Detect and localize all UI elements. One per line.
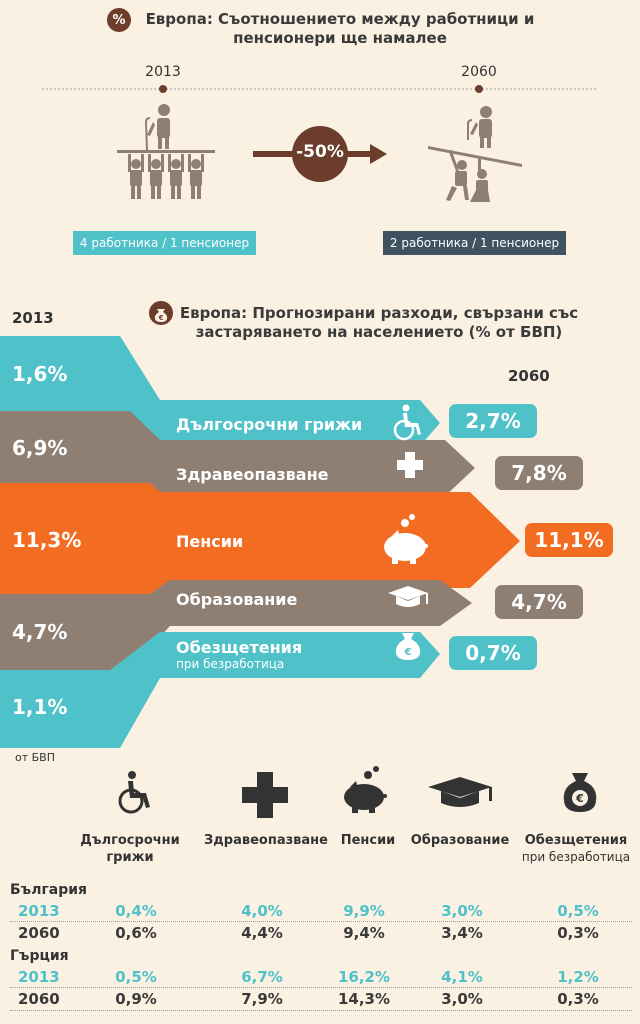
section2-title-line1: Европа: Прогнозирани разходи, свързани с… (179, 304, 579, 322)
category-icons-row: € (118, 766, 597, 818)
flow-label-healthcare: Здравеопазване (176, 465, 329, 484)
flow-sublabel-unemployment: при безработица (176, 657, 285, 671)
svg-text:€: € (575, 792, 584, 805)
flow-value-2060-long-term-care: 2,7% (449, 404, 537, 438)
money-bag-icon (563, 773, 597, 812)
flow-band-healthcare (0, 411, 475, 496)
change-label: -50% (296, 142, 344, 162)
ratio-2013-box: 4 работника / 1 пенсионер (73, 231, 256, 255)
ratio-illustration (42, 85, 598, 202)
bg-2060-unemployment: 0,3% (557, 924, 599, 942)
medical-cross-icon (397, 452, 423, 478)
flow-value-2013-education: 4,7% (12, 620, 68, 644)
category-healthcare: Здравеопазване (204, 833, 328, 848)
country-bulgaria: България (10, 882, 88, 898)
year-2013-label: 2013 (145, 64, 181, 80)
bg-row-divider (10, 921, 632, 922)
flow-label-education: Образование (176, 590, 298, 609)
flow-value-2013-pensions: 11,3% (12, 528, 82, 552)
category-long-term-care: Дългосрочни грижи (80, 833, 180, 865)
gr-2060-education: 3,0% (441, 990, 483, 1008)
expenditure-flow-diagram: € (0, 336, 520, 748)
flow-label-unemployment: Обезщетения (176, 638, 303, 657)
timeline-dot-2060 (475, 85, 483, 93)
flow-band-pensions (0, 483, 520, 594)
ratio-2060-box: 2 работника / 1 пенсионер (383, 231, 566, 255)
gr-2013-unemployment: 1,2% (557, 968, 599, 986)
gr-2013-long-term-care: 0,5% (115, 968, 157, 986)
section2-title-line2: застаряването на населението (% от БВП) (195, 323, 563, 341)
piggy-bank-icon (344, 766, 387, 813)
flow-value-2060-pensions: 11,1% (525, 523, 613, 557)
flow-band-unemployment (0, 632, 440, 748)
flow-value-2060-unemployment: 0,7% (449, 636, 537, 670)
flow-year-2060: 2060 (508, 367, 550, 385)
flow-value-2060-education: 4,7% (495, 585, 583, 619)
flow-band-education (0, 580, 472, 670)
money-bag-icon: € (149, 301, 173, 325)
bg-2060-long-term-care: 0,6% (115, 924, 157, 942)
flow-value-2013-healthcare: 6,9% (12, 436, 68, 460)
bg-2060-education: 3,4% (441, 924, 483, 942)
medical-cross-icon (242, 772, 288, 818)
flow-year-2013: 2013 (12, 309, 54, 327)
category-unemployment: Обезщетения при безработица (521, 833, 631, 864)
gr-2060-long-term-care: 0,9% (115, 990, 157, 1008)
bg-2013-education: 3,0% (441, 902, 483, 920)
category-education: Образование (410, 833, 510, 848)
gr-2060-pensions: 14,3% (337, 990, 391, 1008)
percent-icon: % (107, 8, 131, 32)
flow-value-2060-healthcare: 7,8% (495, 456, 583, 490)
gr-bottom-divider (10, 1010, 632, 1011)
flow-label-pensions: Пенсии (176, 532, 244, 551)
gr-2060-healthcare: 7,9% (241, 990, 283, 1008)
workers-2060-icon (428, 106, 522, 202)
bg-2060-pensions: 9,4% (343, 924, 385, 942)
decrease-arrow-icon (253, 126, 387, 182)
section1-title-line2: пенсионери ще намалее (233, 29, 447, 47)
gr-year-2013: 2013 (18, 968, 60, 986)
flow-band-long-term-care (0, 336, 440, 446)
bg-2060-healthcare: 4,4% (241, 924, 283, 942)
section2-title: Европа: Прогнозирани разходи, свързани с… (174, 304, 584, 342)
gr-row-divider (10, 987, 632, 988)
gr-2013-healthcare: 6,7% (241, 968, 283, 986)
bg-2013-healthcare: 4,0% (241, 902, 283, 920)
flow-value-2013-long-term-care: 1,6% (12, 362, 68, 386)
gr-2013-education: 4,1% (441, 968, 483, 986)
gr-2060-unemployment: 0,3% (557, 990, 599, 1008)
section1-title: Европа: Съотношението между работници и … (130, 10, 550, 48)
svg-text:€: € (404, 647, 412, 658)
wheelchair-icon (118, 771, 150, 814)
bg-2013-unemployment: 0,5% (557, 902, 599, 920)
ratio-2013-text: 4 работника / 1 пенсионер (79, 236, 250, 250)
section1-title-line1: Европа: Съотношението между работници и (145, 10, 535, 28)
money-bag-icon (395, 633, 421, 660)
unit-note: от БВП (15, 751, 55, 764)
bg-2013-long-term-care: 0,4% (115, 902, 157, 920)
svg-text:€: € (158, 314, 164, 322)
timeline-dot-2013 (159, 85, 167, 93)
country-greece: Гърция (10, 948, 69, 964)
gr-year-2060: 2060 (18, 990, 60, 1008)
ratio-2060-text: 2 работника / 1 пенсионер (389, 236, 560, 250)
piggy-bank-icon (384, 514, 428, 564)
gr-2013-pensions: 16,2% (337, 968, 391, 986)
year-2060-label: 2060 (461, 64, 497, 80)
bg-year-2060: 2060 (18, 924, 60, 942)
bg-year-2013: 2013 (18, 902, 60, 920)
flow-value-2013-unemployment: 1,1% (12, 695, 68, 719)
graduation-cap-icon (428, 777, 492, 807)
category-pensions: Пенсии (340, 833, 396, 848)
bg-2013-pensions: 9,9% (343, 902, 385, 920)
flow-label-long-term-care: Дългосрочни грижи (176, 415, 363, 434)
graduation-cap-icon (388, 586, 428, 607)
workers-2013-icon (117, 104, 215, 199)
wheelchair-icon (393, 404, 421, 441)
